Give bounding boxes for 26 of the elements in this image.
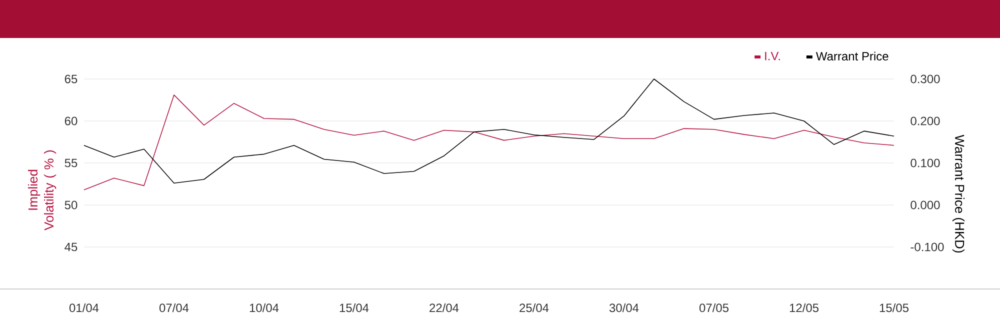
x-tick-label: 15/05: [880, 303, 909, 312]
y-tick-label: 65: [64, 74, 78, 84]
legend-label: Warrant Price: [816, 52, 888, 61]
y2-tick-label: 0.100: [910, 158, 940, 168]
line-series: [84, 94, 894, 190]
y-axis-title: Implied Volatility ( % ): [28, 150, 56, 230]
line-series: [84, 78, 894, 184]
x-tick-label: 30/04: [609, 303, 639, 312]
legend-label: I.V.: [765, 52, 780, 60]
y2-tick-label: 0.300: [910, 74, 940, 84]
x-tick-label: 25/04: [520, 303, 549, 312]
y-tick-label: 45: [64, 242, 78, 252]
y-tick-label: 60: [64, 116, 78, 126]
y2-tick-label: -0.100: [910, 242, 944, 252]
x-tick-label: 07/05: [699, 303, 729, 312]
y2-axis-title: Warrant Price (HKD): [952, 134, 965, 253]
x-tick-label: 01/04: [69, 303, 99, 312]
x-tick-label: 10/04: [250, 303, 279, 312]
x-tick-label: 22/04: [430, 303, 459, 312]
y2-tick-label: 0.200: [910, 116, 940, 126]
y2-tick-label: 0.000: [910, 200, 940, 210]
y-tick-label: 55: [64, 158, 78, 168]
x-tick-label: 12/05: [790, 303, 819, 312]
x-tick-label: 07/04: [159, 303, 189, 312]
x-tick-label: 15/04: [340, 303, 369, 312]
y-tick-label: 50: [64, 200, 78, 210]
